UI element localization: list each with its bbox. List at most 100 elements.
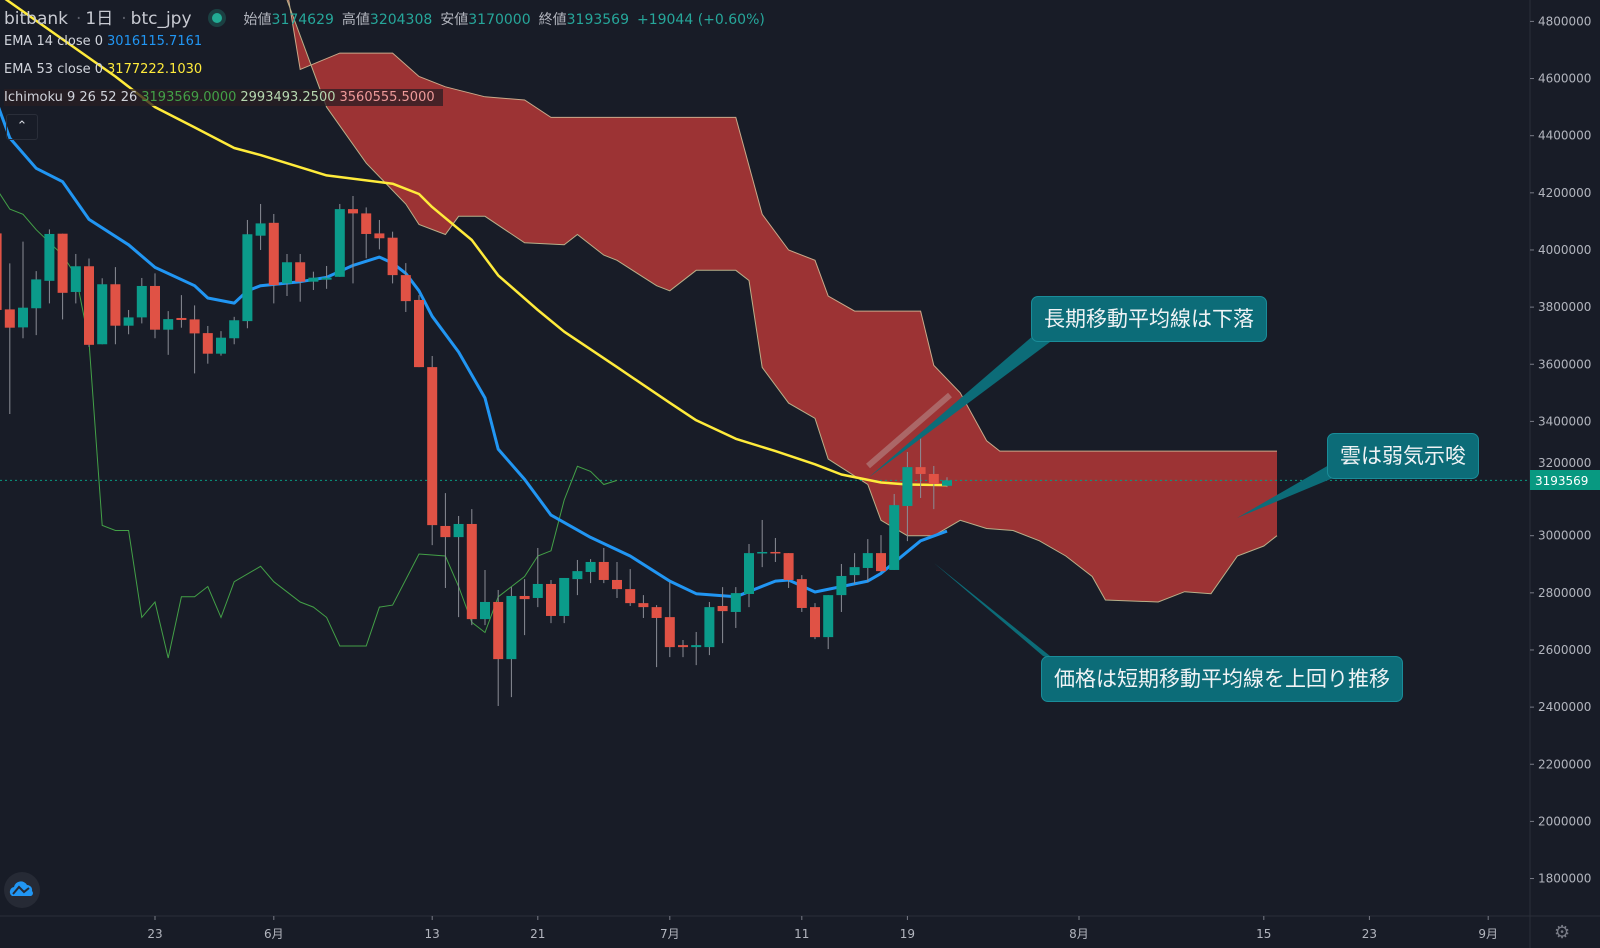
ichimoku-value-2: 2993493.2500 [240,90,336,105]
candle-body [506,595,517,660]
candle-body [546,583,556,616]
candle [176,295,187,328]
candle-body [334,209,345,277]
time-tick-label: 23 [147,927,162,941]
plot-area[interactable] [0,0,1530,706]
candle [572,559,583,596]
callout-price[interactable]: 価格は短期移動平均線を上回り推移 [1041,656,1403,702]
candle-body [163,319,174,330]
candle [31,271,42,336]
symbol-legend: bitbank · 1日 · btc_jpy 始値3174629 高値3204308 安値31… [4,9,765,29]
candle [585,559,596,584]
close-value: 3193569 [566,12,629,28]
candle-body [678,645,688,648]
candle-body [902,467,913,506]
candle-body [44,233,55,281]
interval[interactable]: 1日 [85,9,114,29]
symbol[interactable]: btc_jpy [130,9,192,29]
candle-body [427,367,438,526]
ema53-legend[interactable]: EMA 53 close 0 3177222.1030 [4,62,206,77]
indicator-lines [0,0,1530,659]
candle [348,195,358,284]
candle-body [717,605,728,612]
candle-body [849,567,860,576]
price-tick-label: 2800000 [1538,586,1591,600]
market-status-dot-icon [211,13,222,23]
candle-body [255,223,266,236]
candle-body [836,575,847,596]
candle-body [387,237,398,276]
ema14-legend[interactable]: EMA 14 close 0 3016115.7161 [4,34,206,49]
candle [598,547,609,584]
candle [493,589,504,706]
candle-body [268,222,279,286]
candle-body [757,551,768,554]
candle [532,547,543,608]
ichimoku-legend[interactable]: Ichimoku 9 26 52 26 3193569.0000 2993493.2… [4,89,443,106]
change-value: +19044 (+0.60%) [636,12,765,28]
candle [638,595,649,618]
time-axis[interactable]: 23 6月 13 21 7月 11 19 8月 15 23 9月 [147,916,1498,941]
candle-body [810,607,820,638]
callout-long-ma[interactable]: 長期移動平均線は下落 [1031,296,1267,342]
exchange-name[interactable]: bitbank [4,9,69,29]
candle [163,311,174,355]
gear-icon[interactable]: ⚙ [1554,922,1571,943]
open-label: 始値 [243,12,272,28]
candle-body [876,553,886,572]
candle-body [770,551,781,554]
candle [625,569,636,606]
candle [374,219,385,250]
chevron-up-icon: ⌃ [16,119,28,134]
candle-body [783,553,794,580]
candle [928,465,939,510]
candle-body [493,601,504,660]
senkou-span-a-line [286,0,1278,603]
candle [255,203,266,250]
price-axis[interactable]: 4800000 4600000 4400000 4200000 4000000 38000… [1530,14,1591,886]
candle-body [664,617,675,648]
candles [0,195,952,706]
lagging-span-line [0,193,618,659]
candle [4,263,15,414]
candle [84,258,94,347]
candle-body [730,593,741,612]
candle [453,515,464,618]
price-tick-label: 3800000 [1538,300,1591,314]
price-tick-label: 1800000 [1538,872,1591,886]
candle [915,433,926,498]
high-value: 3204308 [369,12,433,28]
callout-long-ma-pointer-shadow [866,392,952,469]
candle [546,579,556,624]
candle-body [942,480,952,486]
time-tick-label: 23 [1362,927,1377,941]
candle-body [519,595,530,600]
candle [717,587,728,644]
time-tick-label: 11 [794,927,809,941]
ichimoku-value-1: 3193569.0000 [141,90,237,105]
candle [282,253,292,296]
candle [334,203,345,277]
candle [823,595,834,650]
ema14-line [0,106,948,599]
candle [229,316,240,345]
callout-cloud-text: 雲は弱気示唆 [1340,444,1466,468]
time-tick-label: 8月 [1069,927,1089,941]
cloud-chart-logo-icon[interactable] [4,872,40,908]
last-price-label: 3193569 [1530,470,1600,490]
candle [836,563,847,612]
time-tick-label: 6月 [264,927,284,941]
candle-body [18,307,28,328]
collapse-legend-button[interactable]: ⌃ [6,114,38,140]
candle-body [704,607,715,648]
candle [691,631,702,666]
callout-cloud[interactable]: 雲は弱気示唆 [1327,433,1479,479]
price-tick-label: 4600000 [1538,72,1591,86]
candle-body [308,277,319,282]
candle [704,601,715,656]
candle-body [70,266,81,292]
candle-body [928,473,939,484]
candle [216,331,226,356]
candle [150,273,160,339]
